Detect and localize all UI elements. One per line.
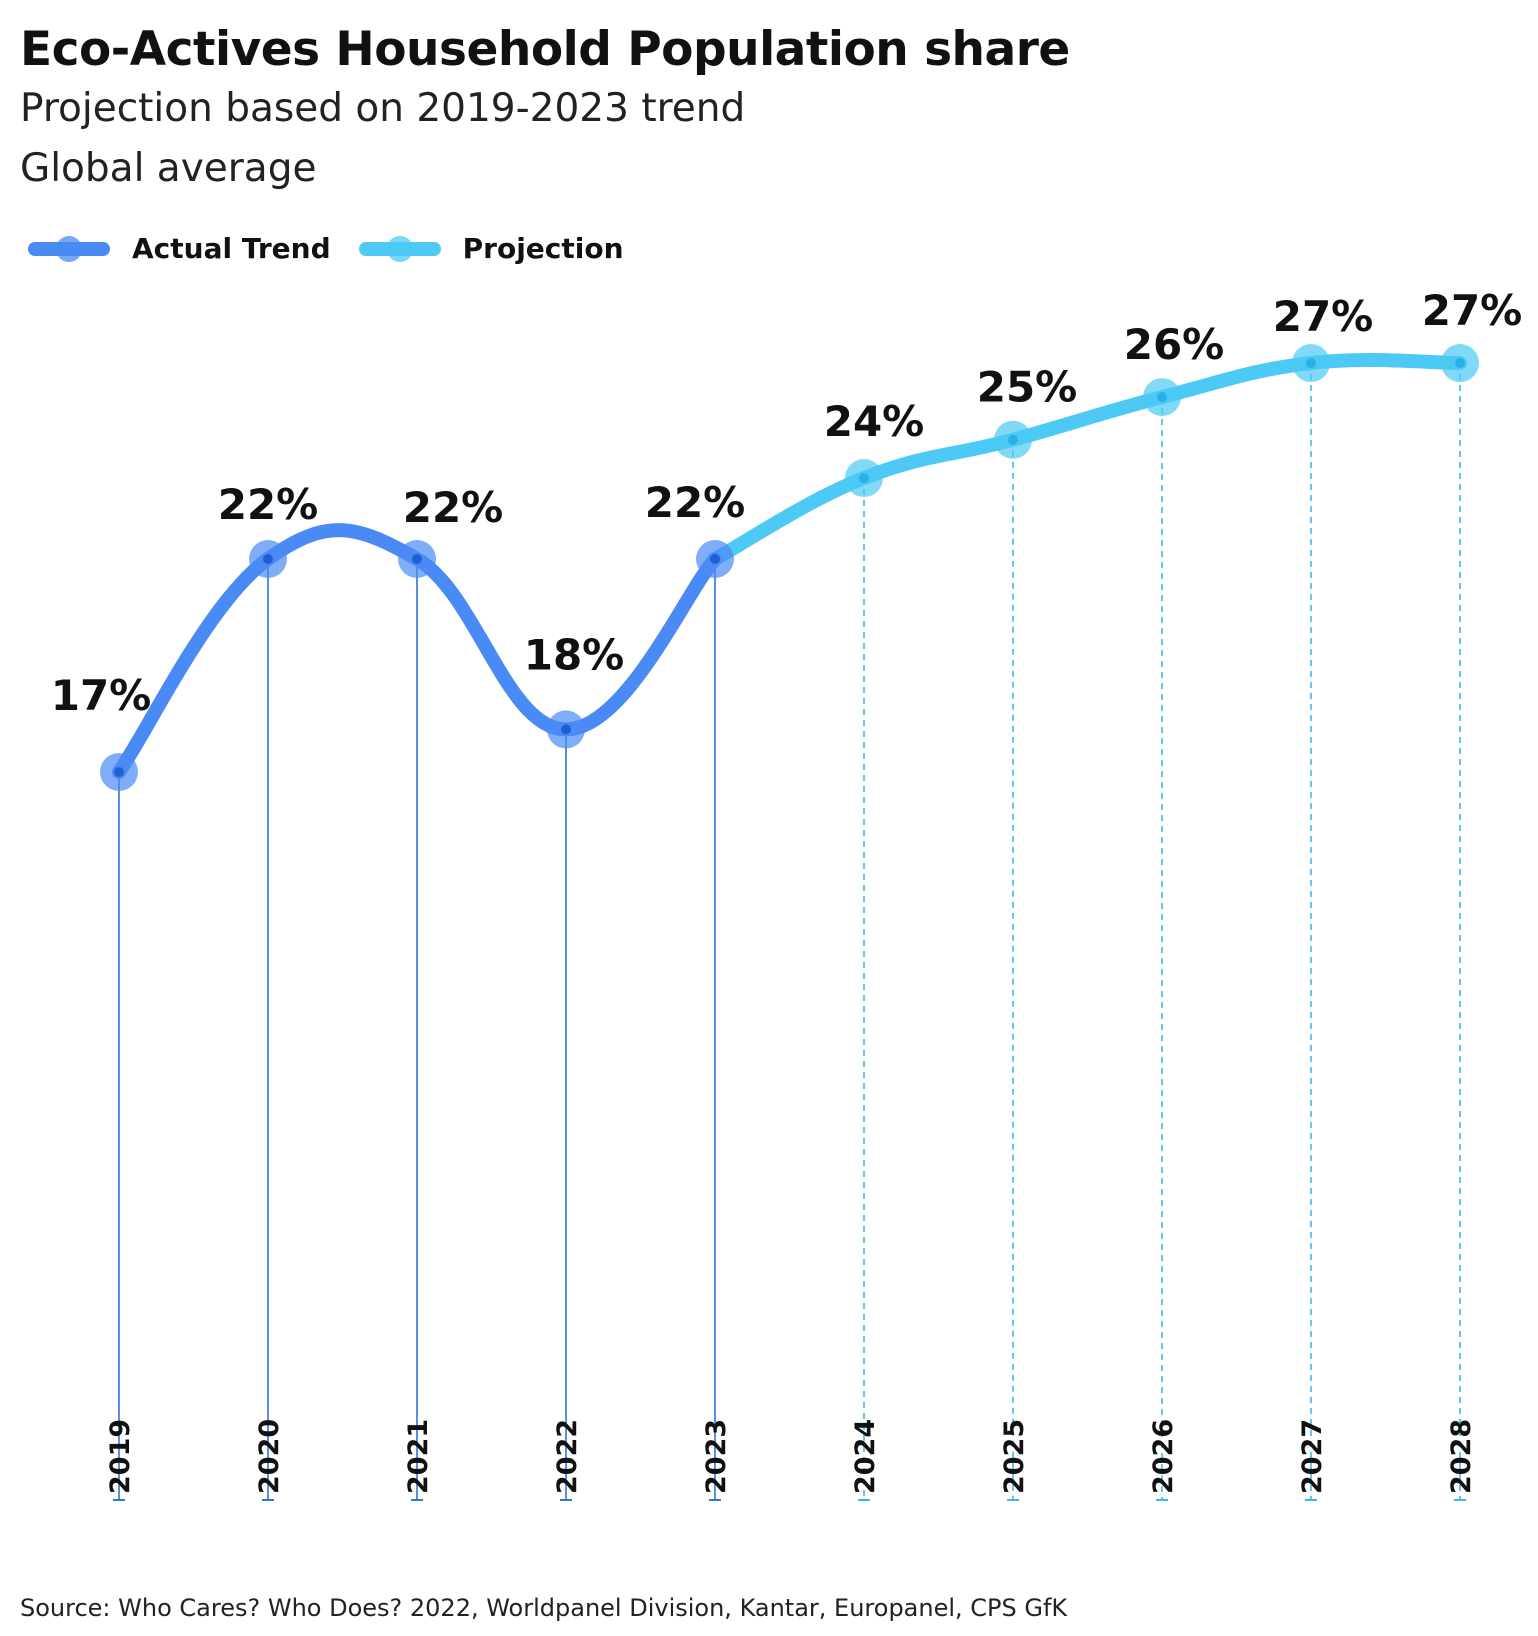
x-tick-label-2028: 2028: [1446, 1419, 1477, 1494]
x-tick-label-2022: 2022: [552, 1419, 583, 1494]
marker-dot-2028: [1455, 358, 1465, 369]
chart-subtitle-scope: Global average: [20, 146, 317, 191]
series-line-projection: [708, 353, 1467, 566]
chart-subtitle: Projection based on 2019-2023 trend: [20, 86, 746, 131]
chart-title: Eco-Actives Household Population share: [20, 22, 1070, 77]
x-tick-label-2020: 2020: [254, 1419, 285, 1494]
value-label-2023: 22%: [645, 478, 746, 527]
marker-dot-2025: [1008, 434, 1018, 445]
marker-dot-2022: [561, 724, 571, 735]
marker-dot-2023: [710, 554, 720, 564]
marker-dot-2024: [859, 473, 869, 484]
x-tick-label-2019: 2019: [105, 1419, 136, 1494]
source-note: Source: Who Cares? Who Does? 2022, World…: [20, 1594, 1068, 1622]
legend-swatch-actual: [28, 235, 110, 262]
line-chart: 17% 22% 22% 18% 22% 24% 25% 26% 27% 27% 2019 2020 20…: [51, 286, 1523, 1501]
marker-dot-2027: [1306, 358, 1316, 369]
legend-item-projection: Projection: [358, 232, 624, 265]
value-label-2020: 22%: [218, 480, 319, 529]
x-tick-label-2026: 2026: [1148, 1419, 1179, 1494]
value-label-2021: 22%: [403, 483, 504, 532]
legend-swatch-projection: [358, 235, 441, 262]
x-tick-label-2024: 2024: [850, 1419, 881, 1494]
value-label-2025: 25%: [977, 363, 1078, 412]
value-label-2022: 18%: [524, 630, 625, 679]
legend-item-actual: Actual Trend: [28, 232, 331, 265]
x-tick-label-2023: 2023: [701, 1419, 732, 1494]
value-label-2024: 24%: [824, 397, 925, 446]
value-label-2019: 17%: [51, 671, 152, 720]
x-tick-label-2021: 2021: [403, 1419, 434, 1494]
value-label-2027: 27%: [1273, 292, 1374, 341]
marker-dot-2020: [263, 554, 273, 564]
legend-label-actual: Actual Trend: [132, 232, 331, 265]
value-label-2028: 27%: [1422, 286, 1523, 335]
marker-dot-2019: [114, 767, 124, 777]
marker-dot-2021: [412, 554, 422, 564]
marker-dot-2026: [1157, 392, 1167, 403]
legend: Actual Trend Projection: [28, 232, 624, 265]
x-tick-label-2027: 2027: [1297, 1419, 1328, 1494]
legend-label-projection: Projection: [462, 232, 624, 265]
value-label-2026: 26%: [1124, 320, 1225, 369]
x-tick-label-2025: 2025: [999, 1419, 1030, 1494]
